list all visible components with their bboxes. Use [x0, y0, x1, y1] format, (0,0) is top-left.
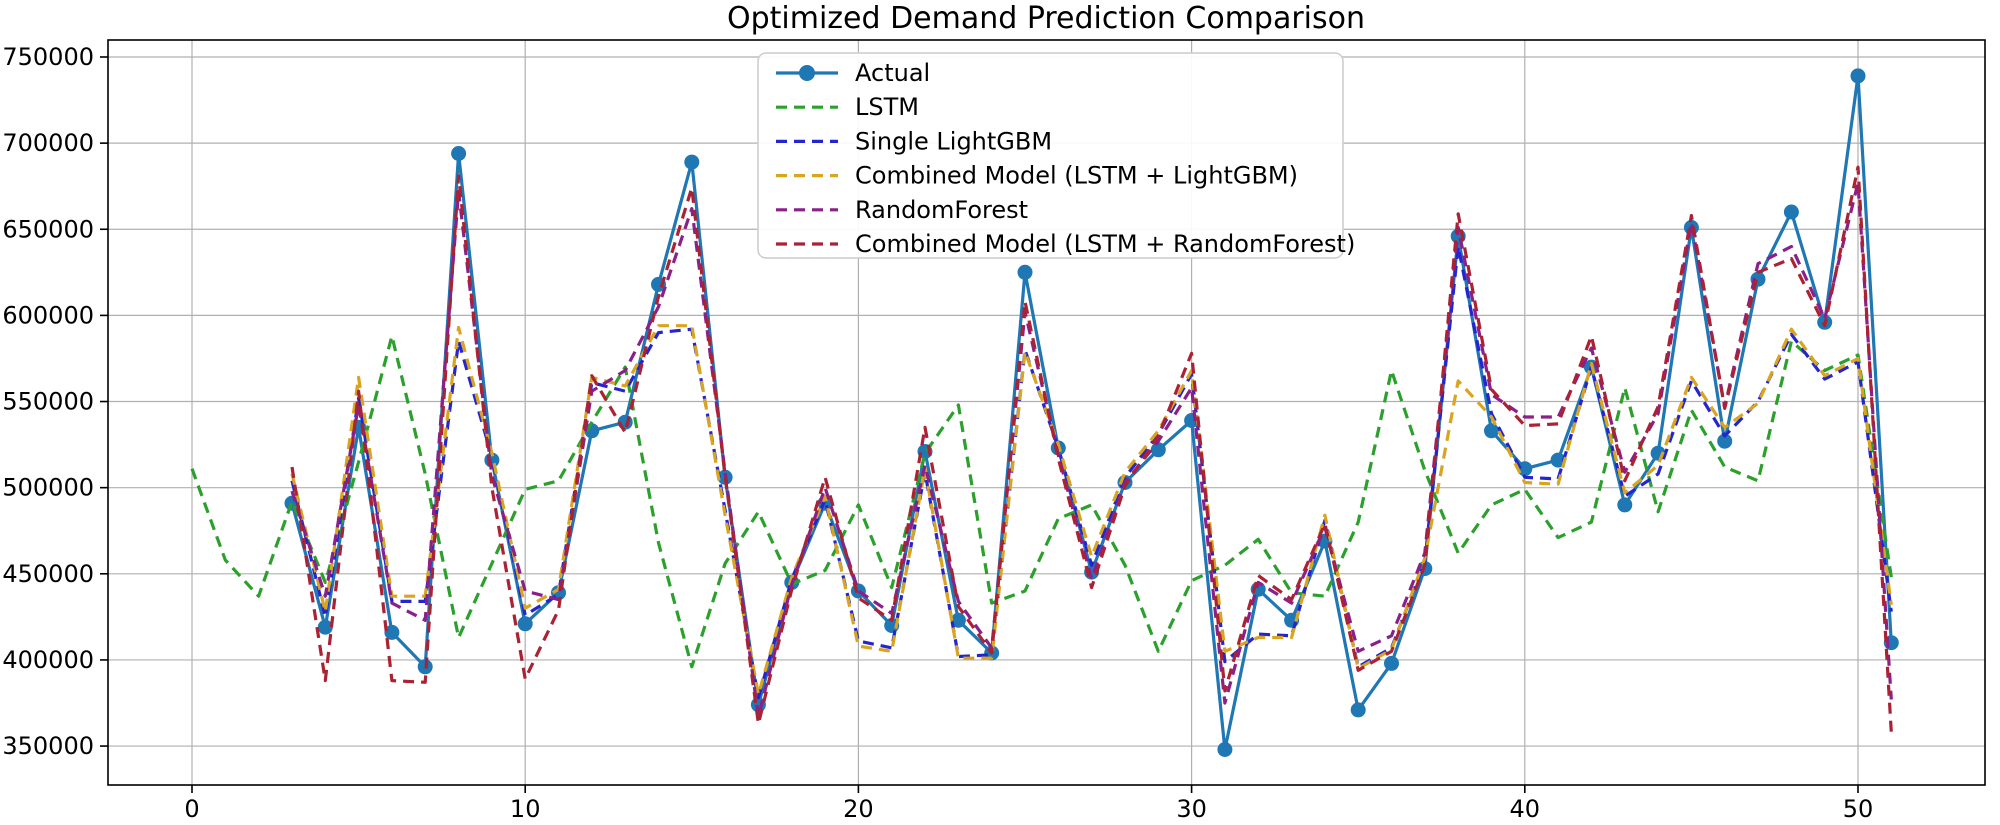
- data-point-marker: [1384, 655, 1399, 671]
- data-point-marker: [1484, 423, 1499, 439]
- legend-item-label: Single LightGBM: [855, 127, 1052, 155]
- x-tick-label: 10: [510, 795, 541, 823]
- data-point-marker: [1717, 433, 1733, 449]
- data-point-marker: [684, 154, 700, 170]
- x-tick-label: 0: [184, 795, 199, 823]
- data-point-marker: [1217, 742, 1233, 757]
- series-line-combined-model-lstm-randomforest: [290, 165, 1893, 733]
- legend: Actual LSTM Single LightGBM Combined Model …: [757, 52, 1355, 259]
- x-tick-label: 50: [1843, 795, 1874, 823]
- series-line-randomforest: [290, 181, 1893, 719]
- legend-item-label: Combined Model (LSTM + RandomForest): [855, 230, 1355, 258]
- x-tick-label: 40: [1510, 795, 1541, 823]
- y-tick-label: 450000: [2, 560, 94, 588]
- data-point-marker: [317, 619, 333, 635]
- data-point-marker: [1150, 442, 1166, 458]
- series-line-lstm: [190, 334, 1893, 669]
- x-tick-label: 20: [843, 795, 874, 823]
- axis-ticks: [100, 56, 1859, 793]
- data-series: [190, 68, 1899, 757]
- x-tick-label: 30: [1176, 795, 1207, 823]
- legend-box: [757, 52, 1344, 259]
- axis-tick-labels: 0 10 20 30 40 50 350000 400000 450000 500000 55000…: [2, 43, 1873, 823]
- y-tick-label: 500000: [2, 474, 94, 502]
- data-point-marker: [451, 146, 467, 161]
- data-point-marker: [1617, 497, 1633, 513]
- y-tick-label: 750000: [2, 43, 94, 71]
- data-point-marker: [950, 612, 966, 628]
- y-tick-label: 550000: [2, 388, 94, 416]
- y-tick-label: 400000: [2, 646, 94, 674]
- data-point-marker: [1550, 452, 1566, 468]
- chart-title: Optimized Demand Prediction Comparison: [727, 1, 1365, 36]
- series-line-combined-model-lstm-lightgbm: [290, 324, 1893, 697]
- legend-item-label: Combined Model (LSTM + LightGBM): [855, 162, 1298, 190]
- y-tick-label: 350000: [2, 732, 94, 760]
- y-tick-label: 700000: [2, 129, 94, 157]
- data-point-marker: [1350, 702, 1366, 718]
- legend-item-label: RandomForest: [855, 196, 1028, 224]
- data-point-marker: [1850, 68, 1866, 84]
- data-point-marker: [517, 616, 533, 632]
- plot-box-spines: [107, 39, 1986, 786]
- legend-item-label: Actual: [855, 59, 930, 87]
- data-point-marker: [1017, 264, 1033, 280]
- series-line-single-lightgbm: [290, 244, 1893, 700]
- y-tick-label: 600000: [2, 301, 94, 329]
- legend-sample-marker: [799, 65, 815, 81]
- y-tick-label: 650000: [2, 215, 94, 243]
- legend-item-label: LSTM: [855, 93, 919, 121]
- data-point-marker: [384, 624, 400, 640]
- data-point-marker: [1783, 204, 1799, 220]
